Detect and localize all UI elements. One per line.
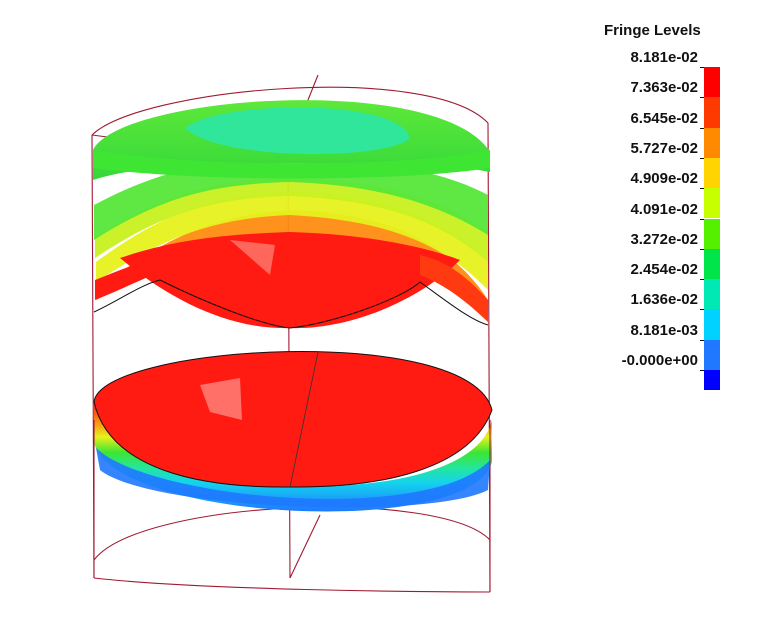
legend-level-label: 2.454e-02 xyxy=(630,261,698,279)
legend-level-label: 8.181e-02 xyxy=(630,49,698,66)
legend-level-label: 5.727e-02 xyxy=(630,139,698,157)
legend-level-label: 6.545e-02 xyxy=(630,109,698,127)
legend-level-label: -0.000e+00 xyxy=(621,352,698,369)
legend-color-swatch xyxy=(704,97,720,128)
legend-level-label: 1.636e-02 xyxy=(630,291,698,309)
fringe-plot-viewport[interactable] xyxy=(0,0,560,627)
legend-color-swatch xyxy=(704,279,720,310)
fringe-plot-canvas xyxy=(91,74,493,593)
upper-deformed-surface xyxy=(93,100,490,329)
legend-color-swatch xyxy=(704,188,720,219)
lower-deformed-surface xyxy=(93,350,493,512)
legend-color-swatch xyxy=(704,309,720,340)
legend-color-swatch xyxy=(704,127,720,158)
cylinder-front-edges xyxy=(93,420,491,592)
legend-level-label: 4.091e-02 xyxy=(630,200,698,218)
legend-color-swatch xyxy=(704,370,720,390)
legend-level-label: 7.363e-02 xyxy=(630,79,698,97)
legend-color-swatch xyxy=(704,339,720,370)
legend-title: Fringe Levels xyxy=(604,22,701,39)
legend-level-label: 8.181e-03 xyxy=(630,321,698,339)
legend-color-swatch xyxy=(704,157,720,189)
legend-level-label: 3.272e-02 xyxy=(630,230,698,248)
legend-color-swatch xyxy=(704,67,720,98)
legend-color-swatch xyxy=(704,218,720,249)
legend-color-swatch xyxy=(704,248,720,280)
legend-level-label: 4.909e-02 xyxy=(630,170,698,188)
fringe-legend: Fringe Levels 8.181e-02 7.363e-02 6.545e-0… xyxy=(596,20,756,390)
